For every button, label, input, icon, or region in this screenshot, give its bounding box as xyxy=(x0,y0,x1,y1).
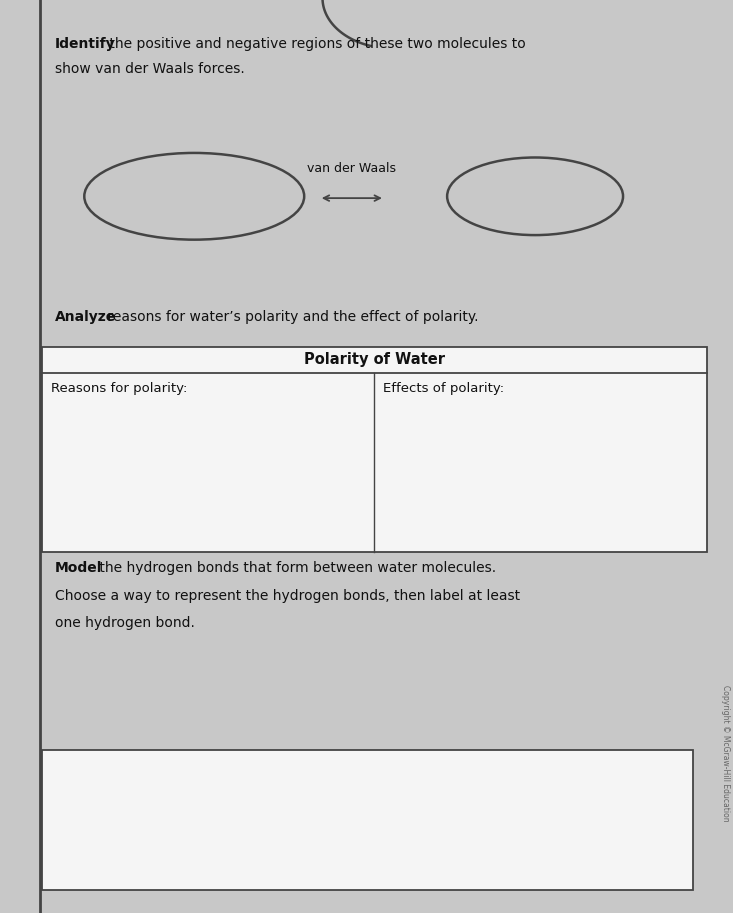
Text: the hydrogen bonds that form between water molecules.: the hydrogen bonds that form between wat… xyxy=(95,561,496,575)
Bar xyxy=(42,750,693,890)
Text: Identify: Identify xyxy=(55,37,116,50)
Text: one hydrogen bond.: one hydrogen bond. xyxy=(55,616,195,630)
Text: Copyright © McGraw-Hill Education: Copyright © McGraw-Hill Education xyxy=(721,685,730,822)
Text: Reasons for polarity:: Reasons for polarity: xyxy=(51,382,187,394)
Text: Analyze: Analyze xyxy=(55,310,117,324)
Text: van der Waals: van der Waals xyxy=(307,163,397,175)
Text: Effects of polarity:: Effects of polarity: xyxy=(383,382,504,394)
Text: the positive and negative regions of these two molecules to: the positive and negative regions of the… xyxy=(105,37,526,50)
Text: Polarity of Water: Polarity of Water xyxy=(304,352,445,367)
Bar xyxy=(42,347,707,552)
Text: Model: Model xyxy=(55,561,103,575)
Text: show van der Waals forces.: show van der Waals forces. xyxy=(55,62,245,76)
Text: Choose a way to represent the hydrogen bonds, then label at least: Choose a way to represent the hydrogen b… xyxy=(55,589,520,603)
Text: reasons for water’s polarity and the effect of polarity.: reasons for water’s polarity and the eff… xyxy=(103,310,478,324)
